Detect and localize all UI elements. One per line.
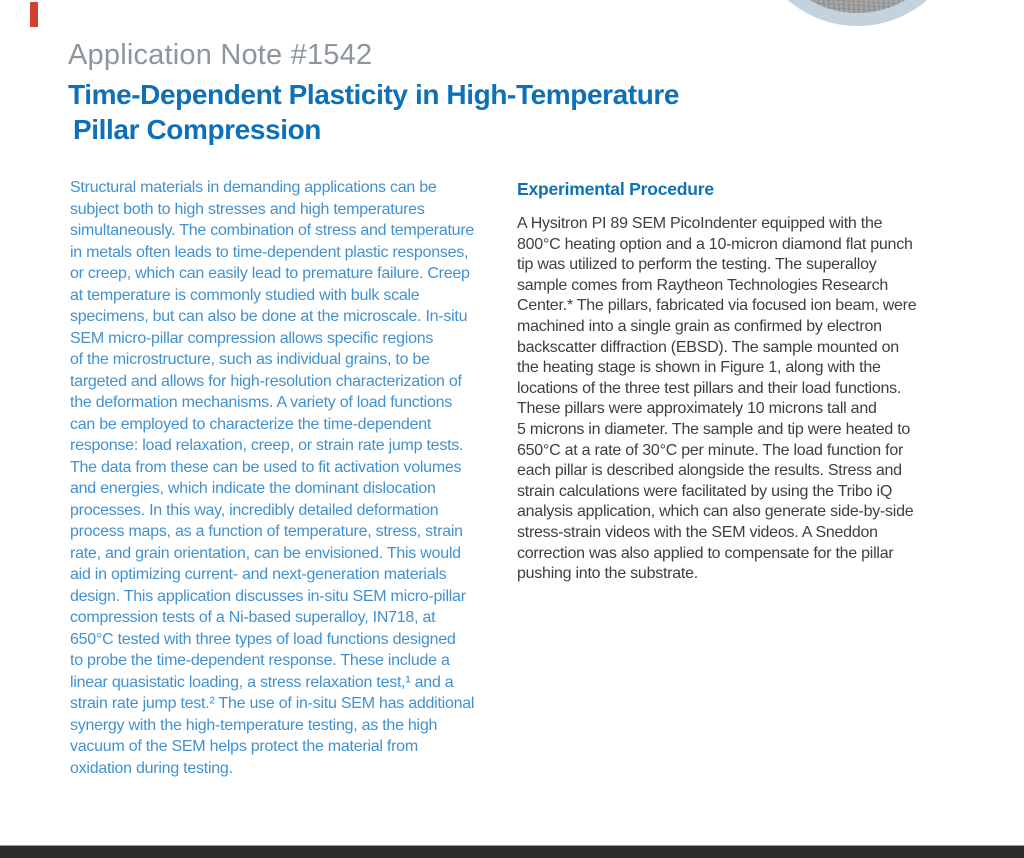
intro-paragraph: Structural materials in demanding applic… bbox=[70, 179, 475, 777]
page-title-line1: Time-Dependent Plasticity in High-Temper… bbox=[68, 79, 680, 110]
page-title: Time-Dependent Plasticity in High-Temper… bbox=[68, 77, 679, 147]
page-title-line2: Pillar Compression bbox=[73, 114, 321, 145]
footer-bar bbox=[0, 845, 1024, 858]
app-note-number: Application Note #1542 bbox=[68, 39, 373, 71]
experimental-procedure-heading: Experimental Procedure bbox=[517, 179, 714, 199]
experimental-paragraph: A Hysitron PI 89 SEM PicoIndenter equipp… bbox=[517, 215, 917, 583]
sem-sample-image bbox=[763, 0, 952, 13]
experimental-section: Experimental Procedure A Hysitron PI 89 … bbox=[517, 178, 1017, 585]
brand-accent-mark bbox=[30, 2, 38, 27]
sample-photo-circle bbox=[751, 0, 964, 26]
